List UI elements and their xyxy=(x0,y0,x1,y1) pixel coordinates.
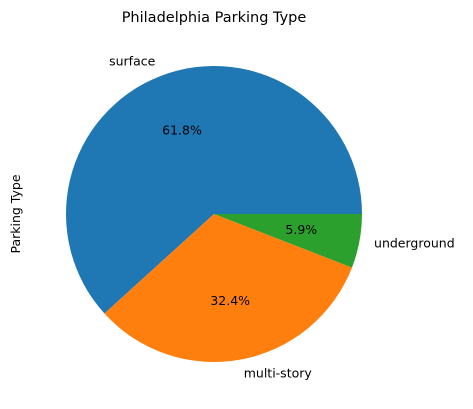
y-axis-label: Parking Type xyxy=(8,174,23,253)
pie-labels: surface 61.8% multi-story 32.4% underground 5… xyxy=(109,54,455,381)
slice-label-multi-story: multi-story xyxy=(244,366,313,381)
slice-percent-surface: 61.8% xyxy=(162,123,202,138)
chart-title: Philadelphia Parking Type xyxy=(122,10,307,26)
pie-slice-surface xyxy=(65,65,362,314)
pie-slice-underground xyxy=(214,214,362,268)
slice-label-underground: underground xyxy=(374,235,455,250)
slice-percent-multi-story: 32.4% xyxy=(210,293,250,308)
slice-percent-underground: 5.9% xyxy=(285,222,317,237)
slice-label-surface: surface xyxy=(109,54,156,69)
pie-slices xyxy=(65,65,362,362)
pie-slice-multi-story xyxy=(104,214,352,362)
